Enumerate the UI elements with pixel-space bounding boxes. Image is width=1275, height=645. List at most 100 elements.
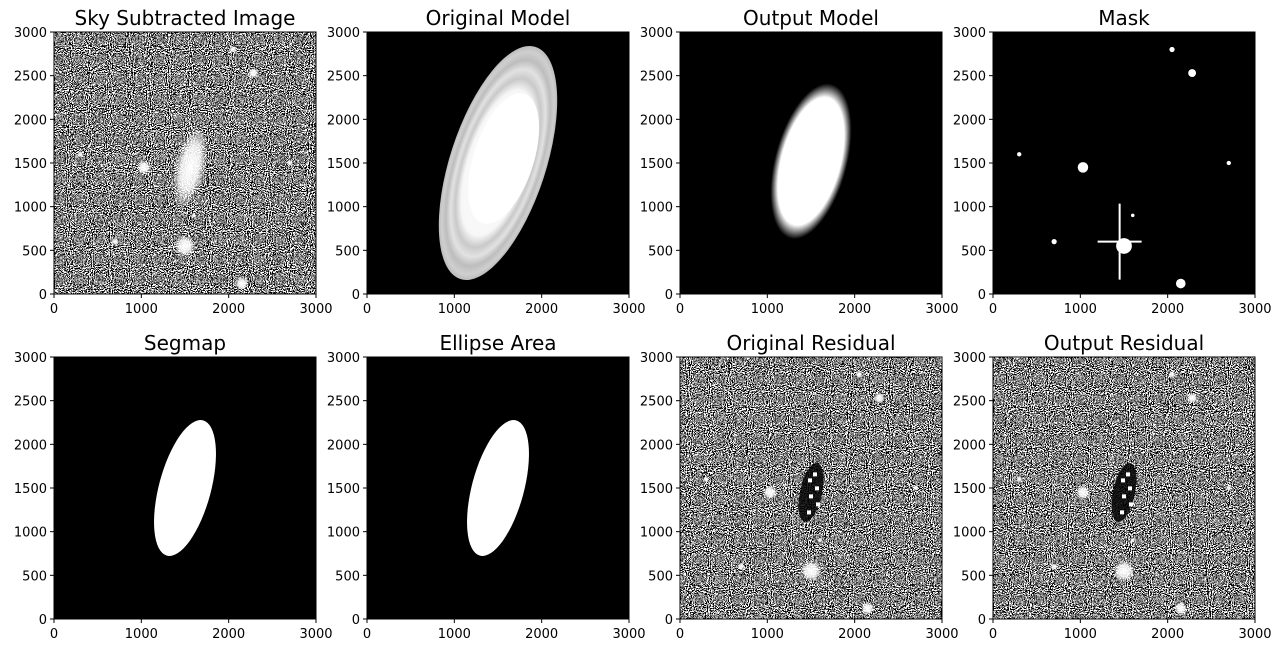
y-tick-label: 500 — [961, 569, 986, 584]
panel-output-model: Output Model 0 1000 2000 3000 0 500 1000 1500 200… — [640, 6, 959, 317]
y-tick-label: 2000 — [327, 113, 360, 128]
star-source — [235, 276, 249, 291]
y-tick-label: 2000 — [640, 113, 673, 128]
star-source — [1130, 537, 1136, 543]
y-tick-label: 2500 — [640, 70, 673, 85]
x-tick-label: 0 — [50, 627, 58, 642]
x-tick-label: 0 — [989, 627, 997, 642]
y-tick-label: 0 — [39, 288, 47, 303]
masked-source — [1077, 162, 1089, 173]
y-tick-label: 0 — [978, 613, 986, 628]
y-tick-label: 1500 — [14, 482, 47, 497]
galaxy-residual-speck — [1128, 486, 1132, 491]
masked-source — [1017, 152, 1022, 157]
x-tick-label: 0 — [676, 627, 684, 642]
star-source — [762, 485, 778, 500]
y-tick-label: 500 — [335, 244, 360, 259]
y-tick-label: 0 — [665, 288, 673, 303]
x-tick-label: 3000 — [925, 627, 958, 642]
y-tick-label: 2500 — [14, 395, 47, 410]
star-source — [873, 392, 885, 404]
star-source — [1016, 476, 1023, 483]
panel-title: Output Model — [743, 6, 879, 30]
y-tick-label: 500 — [961, 244, 986, 259]
segment-ellipse — [467, 420, 529, 556]
y-tick-label: 3000 — [640, 26, 673, 41]
galaxy-residual-speck — [1129, 502, 1133, 507]
x-tick-label: 1000 — [751, 302, 784, 317]
y-tick-label: 2000 — [327, 438, 360, 453]
star-source — [1186, 392, 1198, 404]
masked-source — [1116, 238, 1132, 254]
galaxy-residual-dark — [798, 462, 824, 522]
x-tick-label: 0 — [676, 302, 684, 317]
star-source — [1112, 559, 1136, 582]
y-tick-label: 1000 — [640, 201, 673, 216]
y-tick-label: 0 — [978, 288, 986, 303]
panel-original-residual: Original Residual 0 1000 2000 3000 0 500 1000 15… — [640, 331, 959, 642]
y-tick-label: 1000 — [953, 526, 986, 541]
y-tick-label: 2500 — [327, 395, 360, 410]
y-tick-label: 2000 — [953, 113, 986, 128]
panel-original-model: Original Model 0 1000 2000 3000 0 500 1000 1500 2… — [327, 6, 646, 317]
star-source — [799, 559, 823, 582]
panel-sky-subtracted-image: Sky Subtracted Image 0 1000 2000 3000 0 500 100… — [14, 6, 333, 317]
y-tick-label: 500 — [648, 244, 673, 259]
y-tick-label: 3000 — [953, 26, 986, 41]
masked-source — [1051, 238, 1057, 245]
x-tick-label: 3000 — [299, 302, 332, 317]
y-tick-label: 2000 — [14, 438, 47, 453]
panels-layer: Sky Subtracted Image 0 1000 2000 3000 0 500 100… — [14, 6, 1272, 642]
panel-image — [54, 357, 316, 619]
galaxy-source — [172, 126, 209, 209]
y-tick-label: 1500 — [953, 482, 986, 497]
y-tick-label: 3000 — [14, 351, 47, 366]
x-tick-label: 3000 — [1238, 627, 1271, 642]
masked-source — [1130, 213, 1135, 218]
galaxy-residual-speck — [815, 486, 819, 491]
star-source — [855, 370, 863, 379]
star-source — [229, 45, 237, 54]
y-tick-label: 500 — [22, 244, 47, 259]
y-tick-label: 3000 — [327, 26, 360, 41]
y-tick-label: 1500 — [14, 157, 47, 172]
y-tick-label: 0 — [665, 613, 673, 628]
y-tick-label: 2500 — [953, 395, 986, 410]
y-tick-label: 2000 — [640, 438, 673, 453]
star-source — [1174, 601, 1188, 616]
panel-title: Original Model — [426, 6, 571, 30]
x-tick-label: 2000 — [838, 302, 871, 317]
y-tick-label: 1500 — [953, 157, 986, 172]
y-tick-label: 2500 — [14, 70, 47, 85]
star-source — [703, 476, 710, 483]
panel-title: Ellipse Area — [439, 331, 556, 355]
star-source — [1168, 370, 1176, 379]
star-source — [191, 212, 197, 218]
star-source — [111, 237, 119, 246]
galaxy-residual-speck — [1126, 472, 1130, 477]
panel-title: Sky Subtracted Image — [75, 6, 296, 30]
x-tick-label: 3000 — [612, 627, 645, 642]
panel-image — [54, 32, 316, 294]
y-tick-label: 2500 — [327, 70, 360, 85]
x-tick-label: 1000 — [125, 302, 158, 317]
segment-ellipse — [154, 420, 216, 556]
x-tick-label: 3000 — [925, 302, 958, 317]
star-source — [817, 537, 823, 543]
star-source — [247, 67, 259, 79]
y-tick-label: 500 — [335, 569, 360, 584]
y-tick-label: 0 — [352, 613, 360, 628]
y-tick-label: 0 — [39, 613, 47, 628]
panel-image — [367, 357, 629, 619]
panel-title: Original Residual — [726, 331, 895, 355]
galaxy-residual-speck — [808, 478, 812, 483]
star-source — [1075, 485, 1091, 500]
x-tick-label: 2000 — [1151, 627, 1184, 642]
y-tick-label: 1000 — [14, 201, 47, 216]
masked-source — [1188, 69, 1197, 77]
star-source — [737, 562, 745, 571]
panel-image — [993, 32, 1255, 294]
y-tick-label: 3000 — [327, 351, 360, 366]
x-tick-label: 3000 — [1238, 302, 1271, 317]
